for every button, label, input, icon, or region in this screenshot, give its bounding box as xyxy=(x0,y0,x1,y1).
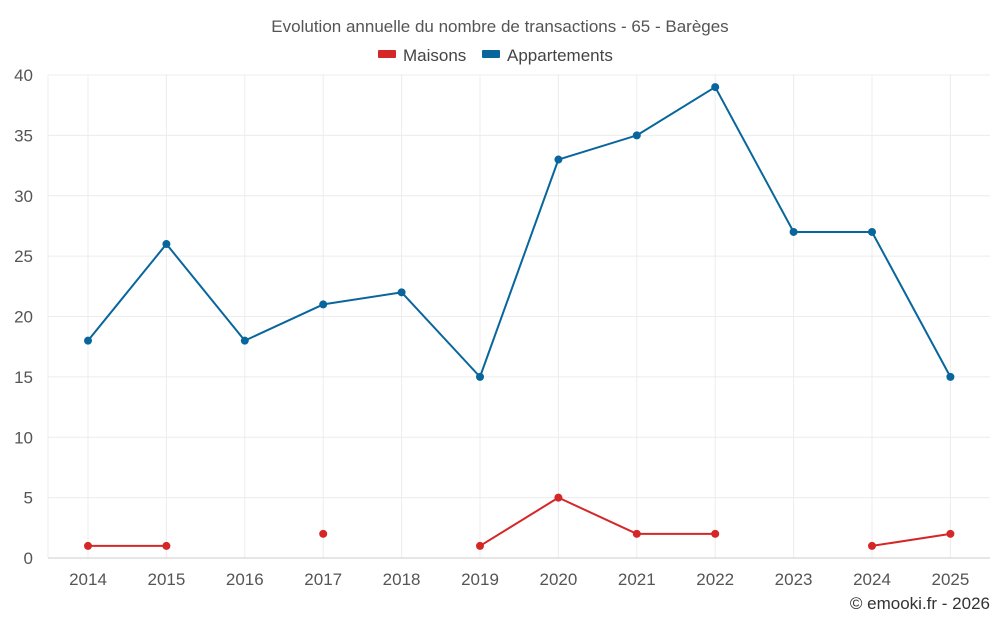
y-tick-label: 40 xyxy=(14,66,33,85)
data-point-maisons[interactable] xyxy=(946,529,955,538)
data-point-appartements[interactable] xyxy=(711,83,720,92)
data-point-maisons[interactable] xyxy=(632,529,641,538)
x-tick-label: 2021 xyxy=(618,570,656,589)
y-tick-label: 35 xyxy=(14,126,33,145)
x-tick-label: 2024 xyxy=(853,570,891,589)
data-point-appartements[interactable] xyxy=(84,336,92,345)
y-tick-label: 25 xyxy=(14,247,33,266)
series-line-maisons xyxy=(479,496,716,547)
data-point-maisons[interactable] xyxy=(711,529,720,538)
data-point-appartements[interactable] xyxy=(868,227,876,236)
y-tick-label: 20 xyxy=(14,308,33,327)
data-point-maisons[interactable] xyxy=(554,493,563,502)
x-tick-label: 2017 xyxy=(304,570,342,589)
y-axis-ticks: 0 5 10 15 20 25 30 35 40 xyxy=(14,66,33,568)
data-point-maisons[interactable] xyxy=(319,529,328,538)
x-tick-label: 2019 xyxy=(461,570,499,589)
data-point-appartements[interactable] xyxy=(476,372,484,381)
x-tick-label: 2023 xyxy=(775,570,813,589)
grid xyxy=(47,74,990,559)
data-point-appartements[interactable] xyxy=(397,288,406,297)
data-point-appartements[interactable] xyxy=(632,131,641,140)
data-point-appartements[interactable] xyxy=(319,300,328,309)
series-lines xyxy=(87,86,952,547)
series-line-appartements xyxy=(87,86,952,378)
data-point-appartements[interactable] xyxy=(946,372,955,381)
y-tick-label: 30 xyxy=(14,187,33,206)
y-tick-label: 0 xyxy=(24,549,33,568)
legend-label-maisons[interactable]: Maisons xyxy=(403,46,466,65)
legend-swatch-maisons xyxy=(378,50,396,58)
x-tick-label: 2025 xyxy=(931,570,969,589)
x-tick-label: 2022 xyxy=(696,570,734,589)
data-point-maisons[interactable] xyxy=(868,541,876,550)
data-point-appartements[interactable] xyxy=(554,155,563,164)
data-point-appartements[interactable] xyxy=(162,240,171,249)
x-axis-ticks: 2014 2015 2016 2017 2018 2019 2020 2021 2022 2023… xyxy=(69,570,969,589)
x-tick-label: 2014 xyxy=(69,570,107,589)
x-tick-label: 2016 xyxy=(226,570,264,589)
data-point-maisons[interactable] xyxy=(162,541,171,550)
x-tick-label: 2018 xyxy=(383,570,421,589)
y-tick-label: 10 xyxy=(14,428,33,447)
data-point-appartements[interactable] xyxy=(240,336,249,345)
credit-text: © emooki.fr - 2026 xyxy=(850,594,990,613)
legend-label-appartements[interactable]: Appartements xyxy=(507,46,613,65)
x-tick-label: 2015 xyxy=(147,570,185,589)
data-point-maisons[interactable] xyxy=(84,541,92,550)
series-points xyxy=(84,83,955,550)
legend-swatch-appartements xyxy=(482,50,500,58)
data-point-appartements[interactable] xyxy=(789,227,798,236)
y-tick-label: 5 xyxy=(24,489,33,508)
legend: Maisons Appartements xyxy=(378,46,613,65)
data-point-maisons[interactable] xyxy=(476,541,484,550)
series-line-maisons xyxy=(871,532,951,547)
chart-title: Evolution annuelle du nombre de transact… xyxy=(271,17,728,36)
y-tick-label: 15 xyxy=(14,368,33,387)
x-tick-label: 2020 xyxy=(539,570,577,589)
